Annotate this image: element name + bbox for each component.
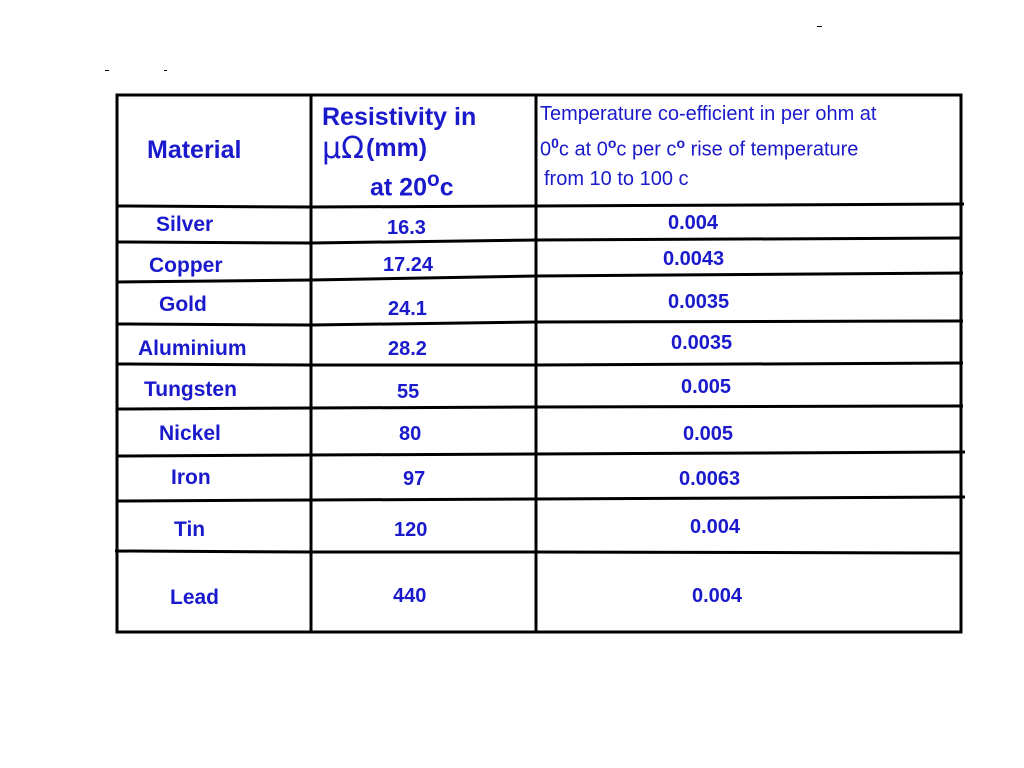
cell-material: Nickel: [159, 422, 221, 445]
header-resistivity-unit: (mm): [366, 134, 428, 162]
header-resistivity-line3: at 20: [370, 173, 427, 202]
cell-material: Gold: [159, 293, 207, 316]
header-temperature-coefficient: Temperature co-efficient in per ohm at 0…: [540, 100, 876, 194]
degree-mark: o: [426, 168, 440, 191]
cell-coefficient: 0.004: [668, 212, 719, 234]
cell-material: Tin: [174, 518, 206, 541]
degree-mark: o: [676, 135, 685, 151]
cell-resistivity: 28.2: [388, 338, 427, 360]
stray-mark: [817, 26, 822, 27]
degree-mark: o: [607, 135, 617, 151]
cell-coefficient: 0.005: [681, 376, 732, 398]
cell-material: Lead: [170, 586, 220, 609]
header-temp-text: rise of temperature: [690, 138, 859, 161]
cell-resistivity: 440: [393, 585, 427, 607]
header-resistivity-line1: Resistivity in: [322, 103, 477, 131]
cell-material: Iron: [171, 466, 211, 489]
cell-coefficient: 0.0043: [663, 248, 725, 270]
cell-resistivity: 16.3: [387, 217, 426, 239]
cell-coefficient: 0.004: [692, 585, 743, 607]
cell-resistivity: 97: [403, 468, 426, 490]
cell-resistivity: 80: [399, 423, 422, 445]
header-resistivity: Resistivity in µΩ (mm) at 20oc: [322, 102, 476, 203]
header-temp-line2: 00c at 0oc per co rise of temperature: [540, 129, 876, 165]
header-temp-text: c per c: [616, 138, 677, 161]
header-temp-text: c at 0: [558, 138, 608, 161]
cell-material: Tungsten: [144, 378, 237, 401]
cell-material: Silver: [156, 213, 214, 236]
cell-coefficient: 0.0063: [679, 468, 741, 490]
cell-resistivity: 120: [394, 519, 428, 541]
cell-coefficient: 0.0035: [671, 332, 733, 354]
header-temp-text: 0: [540, 138, 552, 161]
cell-resistivity: 55: [397, 381, 420, 403]
cell-material: Aluminium: [138, 337, 247, 360]
cell-coefficient: 0.004: [690, 516, 741, 538]
header-resistivity-line3-suffix: c: [439, 173, 454, 202]
header-material: Material: [147, 136, 242, 164]
cell-resistivity: 24.1: [388, 298, 427, 320]
cell-resistivity: 17.24: [383, 254, 434, 276]
header-temp-line1: Temperature co-efficient in per ohm at: [540, 103, 877, 125]
micro-ohm-symbol: µΩ: [322, 131, 365, 166]
header-temp-line3: from 10 to 100 c: [544, 167, 689, 190]
degree-mark: 0: [551, 135, 559, 151]
stray-mark: [105, 70, 109, 71]
cell-coefficient: 0.005: [683, 423, 734, 445]
stray-mark: [164, 70, 167, 71]
cell-material: Copper: [149, 254, 223, 277]
cell-coefficient: 0.0035: [668, 291, 730, 313]
